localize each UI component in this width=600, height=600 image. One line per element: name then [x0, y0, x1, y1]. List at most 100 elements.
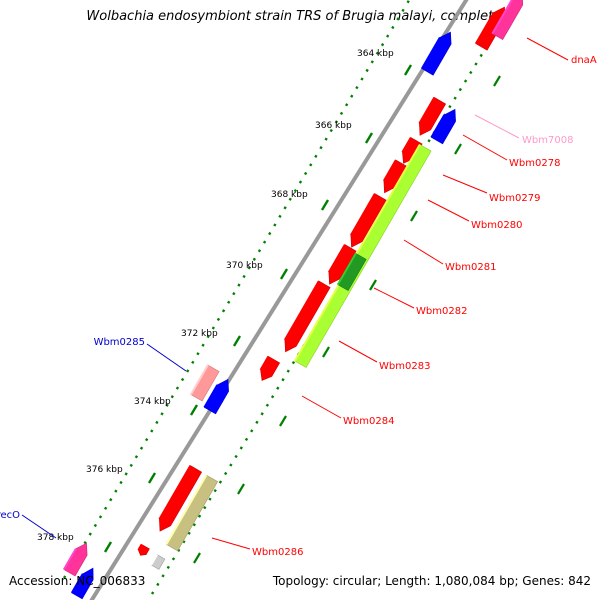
tick-mark: [403, 64, 413, 76]
gene-label-wbm0278: Wbm0278: [462, 134, 560, 169]
gene-label-wbm0280: Wbm0280: [427, 199, 522, 231]
labels: 364 kbp 366 kbp 368 kbp 370 kbp 372 kbp 374 k…: [0, 37, 597, 558]
gene-block-grey-highlight: [150, 554, 158, 566]
gene-block-pink-top: [491, 0, 523, 41]
gene-block-pink-bottom: [63, 542, 88, 577]
gene-block-wbm0286: [158, 465, 203, 532]
gene-block-pink-top-highlight: [491, 0, 513, 35]
leader-line: [442, 174, 488, 194]
tick-mark-inner: [279, 415, 287, 427]
feature-lime-long: [294, 143, 432, 368]
backbone-line: [89, 0, 469, 600]
gene-block-red-top-highlight: [475, 11, 495, 45]
tick-label: 374 kbp: [134, 397, 171, 407]
gene-label-wbm7008: Wbm7008: [474, 114, 573, 146]
gene-name: Wbm0281: [445, 262, 496, 273]
gene-block-grey: [150, 554, 166, 570]
gene-block-wbm0283-highlight: [284, 280, 320, 341]
tick-label: 364 kbp: [357, 49, 394, 59]
gene-name: Wbm0280: [471, 220, 522, 231]
gene-block-blue-mid-highlight: [203, 384, 219, 408]
tick-mark-inner: [410, 210, 418, 222]
leader-line: [373, 287, 415, 309]
leader-line: [338, 340, 378, 363]
outer-dotted-track: [62, 0, 411, 579]
leader-line: [427, 199, 470, 222]
tick-dots: [62, 0, 517, 595]
feature-khaki: [165, 474, 219, 552]
gene-name: Wbm0282: [416, 306, 467, 317]
gene-block-small-red: [137, 543, 150, 556]
gene-name: Wbm7008: [522, 135, 573, 146]
leader-line: [146, 343, 187, 372]
gene-name: Wbm0283: [379, 361, 430, 372]
gene-name: Wbm0279: [489, 193, 540, 204]
topology-text: Topology: circular; Length: 1,080,084 bp…: [272, 574, 591, 588]
gene-block-wbm0278-a: [418, 96, 447, 136]
tick-mark: [279, 268, 289, 280]
leader-line: [21, 514, 57, 539]
feature-khaki-highlight: [165, 474, 208, 545]
gene-label-wbm0282: Wbm0282: [373, 287, 467, 317]
gene-block-wbm0284: [259, 355, 281, 381]
gene-label-wbm0284: Wbm0284: [301, 395, 394, 427]
feature-dark-green-highlight: [336, 252, 357, 286]
tick-mark-inner: [193, 552, 201, 564]
tick-marks: [103, 64, 501, 564]
gene-label-wbm0283: Wbm0283: [338, 340, 430, 372]
gene-block-wbm0286-highlight: [158, 465, 192, 520]
gene-block-blue-top-body: [421, 31, 452, 76]
features: [63, 0, 523, 600]
tick-label: 366 kbp: [315, 121, 352, 131]
gene-block-wbm0284-body: [260, 355, 281, 381]
gene-name: Wbm0285: [94, 337, 145, 348]
tick-label: 370 kbp: [226, 261, 263, 271]
leader-line: [526, 37, 569, 61]
leader-line: [474, 114, 520, 139]
gene-block-pink-bottom-highlight: [63, 548, 77, 570]
tick-mark-inner: [237, 483, 245, 495]
gene-label-dnaa: dnaA: [526, 37, 597, 66]
gene-block-small-red-highlight: [137, 543, 143, 551]
gene-block-wbm0285-highlight: [190, 364, 209, 395]
feature-lime-long-highlight: [294, 143, 421, 362]
gene-label-wbm0279: Wbm0279: [442, 174, 540, 204]
tick-mark: [364, 132, 374, 144]
gene-block-wbm0281-highlight: [350, 193, 376, 236]
tick-mark: [189, 404, 199, 416]
leader-line: [403, 239, 444, 265]
gene-block-blue-top-highlight: [421, 36, 441, 70]
feature-lime-long-body: [294, 144, 432, 368]
gene-name: Wbm0278: [509, 158, 560, 169]
tick-mark: [147, 472, 157, 484]
tick-mark: [103, 541, 113, 553]
gene-block-wbm0278-a-highlight: [418, 96, 436, 124]
gene-name: Wbm0286: [252, 547, 303, 558]
tick-mark: [232, 335, 242, 347]
gene-block-blue-top: [421, 31, 452, 76]
accession-text: Accession: NC_006833: [9, 574, 146, 588]
gene-label-wbm0286: Wbm0286: [211, 537, 303, 558]
gene-block-blue-mid: [203, 378, 229, 415]
gene-block-wbm0279-highlight: [401, 136, 412, 153]
gene-name: dnaA: [571, 55, 597, 66]
gene-block-wbm0284-highlight: [259, 355, 270, 371]
gene-block-blue-inner-highlight: [430, 114, 446, 138]
gene-block-pink-bottom-body: [63, 542, 88, 577]
leader-line: [211, 537, 251, 550]
map-title: Wolbachia endosymbiont strain TRS of Bru…: [86, 9, 514, 24]
gene-block-wbm0283: [284, 280, 331, 353]
gene-name: Wbm0284: [343, 416, 394, 427]
gene-block-blue-inner: [430, 108, 456, 145]
tick-mark-inner: [369, 279, 377, 291]
tick-mark: [320, 199, 330, 211]
tick-label: 368 kbp: [271, 190, 308, 200]
gene-block-wbm0280-highlight: [383, 159, 397, 182]
gene-block-wbm0282-highlight: [328, 244, 346, 273]
feature-dark-green: [336, 252, 367, 291]
gene-block-wbm0281: [350, 193, 387, 248]
tick-label: 372 kbp: [181, 329, 218, 339]
tick-mark-inner: [493, 75, 501, 87]
gene-name: recO: [0, 510, 20, 521]
